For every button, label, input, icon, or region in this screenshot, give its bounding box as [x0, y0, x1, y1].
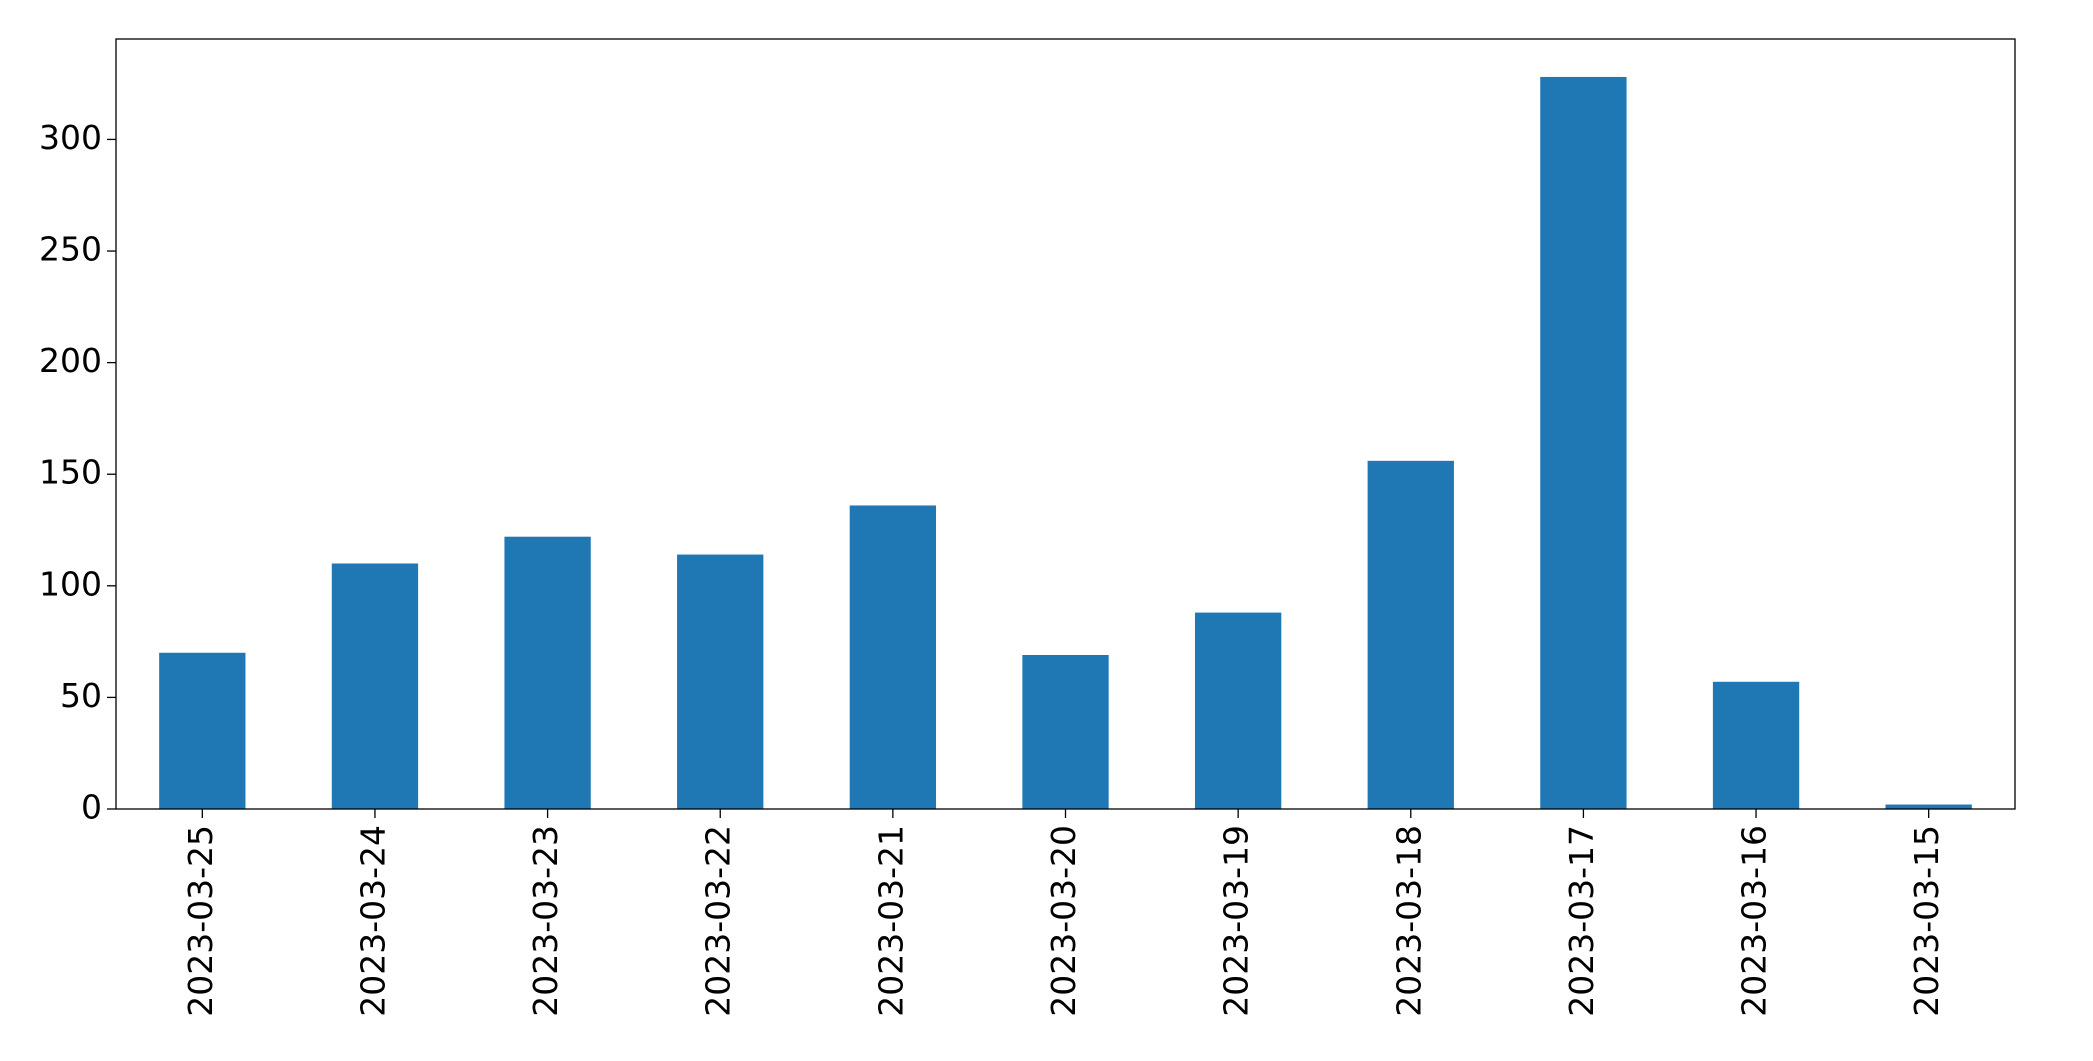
- x-tick-label: 2023-03-24: [353, 825, 392, 1017]
- y-tick-label: 150: [39, 453, 102, 492]
- bar: [504, 536, 591, 809]
- x-tick-label: 2023-03-23: [526, 825, 565, 1017]
- x-tick-label: 2023-03-21: [871, 825, 910, 1017]
- x-tick-label: 2023-03-22: [699, 825, 738, 1017]
- bar: [331, 563, 419, 809]
- bar: [849, 505, 937, 809]
- y-tick-label: 300: [39, 118, 102, 157]
- y-tick-label: 200: [39, 341, 102, 380]
- y-tick-label: 50: [60, 676, 102, 715]
- y-tick-label: 0: [81, 788, 102, 827]
- x-tick-label: 2023-03-18: [1389, 825, 1428, 1017]
- bar: [1885, 804, 1972, 809]
- bar: [159, 652, 246, 809]
- plot-frame: [115, 38, 2016, 810]
- bar: [1022, 655, 1109, 809]
- x-tick-label: 2023-03-16: [1735, 825, 1774, 1017]
- x-tick-label: 2023-03-20: [1044, 825, 1083, 1017]
- x-tick-label: 2023-03-19: [1217, 825, 1256, 1017]
- bar: [677, 554, 764, 809]
- bar: [1540, 76, 1627, 810]
- x-tick-label: 2023-03-17: [1562, 825, 1601, 1017]
- bar: [1367, 460, 1454, 809]
- x-tick-label: 2023-03-15: [1907, 825, 1946, 1017]
- y-tick-label: 100: [39, 564, 102, 603]
- x-tick-label: 2023-03-25: [181, 825, 220, 1017]
- bar: [1194, 612, 1282, 809]
- bar: [1712, 681, 1800, 809]
- y-tick-label: 250: [39, 230, 102, 269]
